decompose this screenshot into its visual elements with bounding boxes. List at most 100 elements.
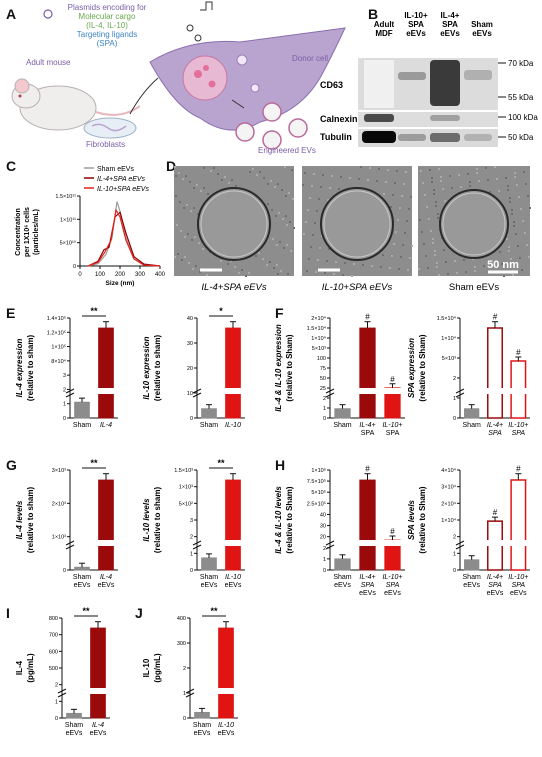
cryo-noise (369, 167, 371, 169)
bar-chart-y-tick-label: 1×10⁴ (441, 517, 456, 524)
cryo-image-label: IL-10+SPA eEVs (322, 282, 393, 293)
cryo-noise (434, 254, 436, 256)
cryo-noise (476, 172, 478, 174)
cryo-noise (249, 171, 251, 173)
cryo-noise (306, 270, 308, 272)
bar-chart-y-tick-label: 50 (320, 376, 326, 382)
cryo-noise (178, 172, 180, 174)
bar (194, 712, 210, 719)
cryo-noise (230, 260, 232, 262)
cryo-noise (467, 173, 469, 175)
nta-x-label: Size (nm) (106, 280, 135, 287)
cryo-noise (392, 194, 394, 196)
cd63-band (398, 72, 426, 80)
cryo-noise (195, 265, 197, 267)
cryo-noise (231, 179, 233, 181)
bar (201, 557, 217, 571)
nta-y-tick-label: 0 (73, 264, 76, 270)
cryo-noise (438, 274, 440, 276)
bar-chart-y-label: (relative to Sham) (285, 486, 294, 553)
cryo-noise (267, 203, 269, 205)
cryo-noise (320, 186, 322, 188)
cryo-noise (353, 263, 355, 265)
bar-chart-y-tick-label: 1×10³ (52, 535, 66, 541)
bar (201, 408, 217, 419)
cryo-noise (270, 180, 272, 182)
bar-chart-y-tick-label: 5×10³ (312, 346, 326, 352)
cryo-noise (489, 191, 491, 193)
bar-chart-y-tick-label: 1.4×10⁵ (47, 315, 66, 322)
bar (334, 558, 351, 571)
bar-chart-y-tick-label: 1×10³ (179, 485, 193, 491)
cryo-noise (184, 256, 186, 258)
cryo-noise (274, 186, 276, 188)
bar-chart-y-label: (relative to sham) (26, 335, 35, 402)
vesicle-inner (442, 192, 506, 256)
bar-chart-y-tick-label: 20 (187, 366, 193, 372)
western-blot: AdultMDFIL-10+SPAeEVsIL-4+SPAeEVsShameEV… (320, 11, 538, 147)
cryo-noise (460, 186, 462, 188)
bar-chart-y-label: IL-4 & IL-10 expression (274, 324, 283, 412)
nta-x-tick-label: 200 (115, 272, 126, 278)
bar-chart-y-tick-label: 0 (453, 416, 456, 422)
cryo-noise (397, 219, 399, 221)
cryo-noise (174, 166, 176, 168)
cryo-noise (515, 233, 517, 235)
kda-label: 70 kDa (508, 59, 534, 68)
plasmid-cargo: Molecular cargo (78, 12, 136, 21)
cryo-noise (526, 244, 528, 246)
cryo-noise (186, 204, 188, 206)
significance-marker: # (365, 465, 370, 474)
cryo-noise (185, 175, 187, 177)
cryo-noise (289, 221, 291, 223)
bar-chart-y-tick-label: 3×10³ (52, 468, 66, 474)
bar-category-label: Sham (193, 722, 211, 729)
cryo-noise (362, 264, 364, 266)
bar-chart-y-tick-label: 5×10³ (442, 356, 456, 362)
cryo-noise (228, 182, 230, 184)
bar (90, 627, 106, 719)
cryo-noise (206, 274, 208, 276)
bar-chart-y-tick-label: 30 (187, 341, 193, 347)
cryo-noise (514, 176, 516, 178)
cryo-noise (307, 209, 309, 211)
cryo-noise (406, 220, 408, 222)
bar-category-label: eEVs (90, 730, 107, 737)
bar-chart-y-tick-label: 2×10⁴ (311, 315, 326, 322)
bar-category-label: IL-10+ (508, 574, 528, 581)
significance-marker: # (516, 348, 521, 357)
vesicle-membrane (197, 187, 271, 261)
cryo-noise (286, 224, 288, 226)
nta-y-tick-label: 1.5×10¹¹ (55, 194, 76, 200)
bar-chart-y-label: SPA levels (407, 499, 416, 540)
cryo-noise (199, 271, 201, 273)
cryo-noise (421, 231, 423, 233)
cryo-noise (487, 179, 489, 181)
bar-category-label: eEVs (74, 582, 91, 589)
bar (510, 479, 527, 571)
wb-column-label: SPA (408, 20, 424, 29)
engineered-ev-icons (235, 102, 308, 150)
bar-category-label: IL-4 (92, 722, 104, 729)
bar-break-gap (97, 388, 115, 394)
cryo-noise (224, 176, 226, 178)
bar-chart-y-tick-label: 75 (320, 366, 326, 372)
cryo-noise (435, 201, 437, 203)
wb-column-label: eEVs (440, 29, 460, 38)
cryo-noise (275, 215, 277, 217)
cryo-noise (175, 195, 177, 197)
cryo-noise (442, 188, 444, 190)
kda-label: 55 kDa (508, 93, 534, 102)
cryo-noise (499, 251, 501, 253)
schematic-illustration (11, 1, 346, 150)
cryo-noise (430, 230, 432, 232)
donor-cell-label: Donor cell (292, 54, 329, 63)
bar (487, 327, 503, 419)
panel-label-i: I (6, 605, 10, 621)
cryo-noise (338, 188, 340, 190)
tubulin-band (362, 131, 396, 143)
cryo-noise (371, 265, 373, 267)
cryo-noise (175, 175, 177, 177)
bar-category-label: IL-4+ (487, 422, 503, 429)
wb-column-label: MDF (375, 29, 392, 38)
